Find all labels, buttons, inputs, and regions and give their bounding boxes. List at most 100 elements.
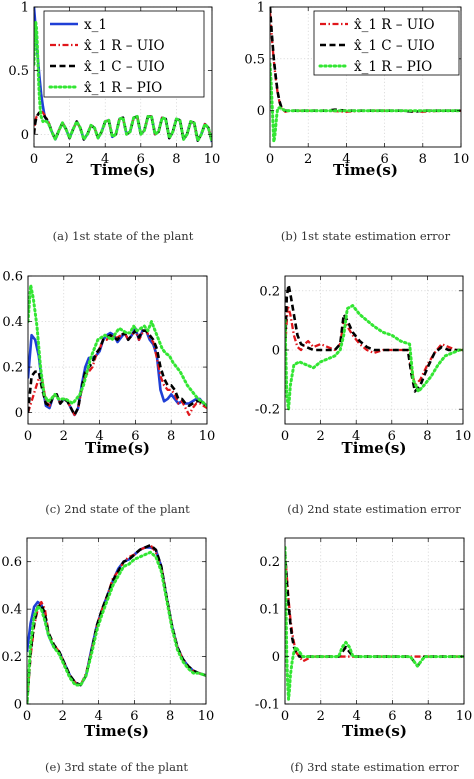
y-tick-label: 0.2 — [1, 650, 22, 665]
x-tick-label: 6 — [137, 152, 145, 167]
x-tick-label: 2 — [60, 429, 68, 444]
x-tick-label: 6 — [380, 152, 388, 167]
x-tick-label: 2 — [317, 709, 325, 724]
legend-label: x̂_1 R – UIO — [84, 38, 165, 54]
x-tick-label: 10 — [455, 429, 472, 444]
x-tick-label: 4 — [352, 709, 360, 724]
x-tick-label: 10 — [453, 152, 470, 167]
y-tick-label: 0 — [272, 650, 280, 665]
y-tick-label: 0.5 — [244, 52, 265, 67]
x-tick-label: 8 — [419, 152, 427, 167]
x-tick-label: 4 — [101, 152, 109, 167]
x-tick-label: 6 — [388, 429, 396, 444]
axes-frame — [284, 537, 465, 705]
subfigure-caption: (b) 1st state estimation error — [281, 229, 451, 243]
x-tick-label: 6 — [131, 429, 139, 444]
x-tick-label: 4 — [94, 709, 102, 724]
series-group — [28, 283, 207, 417]
legend-label: x̂_1 R – PIO — [354, 59, 432, 75]
y-tick-label: 1 — [257, 1, 265, 16]
legend-label: x̂_1 R – UIO — [354, 17, 435, 33]
legend-box — [43, 10, 205, 98]
subfigure-caption: (f) 3rd state estimation error — [290, 760, 459, 774]
series-line-green — [34, 20, 212, 144]
x-tick-label: 8 — [172, 152, 180, 167]
series-group — [285, 283, 463, 411]
series-line-green — [285, 545, 464, 701]
series-line-green — [27, 550, 206, 704]
x-tick-label: 4 — [342, 152, 350, 167]
series-line-red — [285, 304, 463, 387]
chart-panel-2: 0 2 4 6 8 10 0 0.2 0.4 0.6 Time(s) (c) 2nd state of… — [2, 270, 215, 517]
legend-label: x̂_1 C – UIO — [354, 38, 435, 54]
subfigure-caption: (c) 2nd state of the plant — [45, 502, 190, 516]
x-tick-label: 0 — [266, 152, 274, 167]
y-tick-label: 0.4 — [2, 315, 23, 330]
y-tick-label: 0.2 — [2, 361, 23, 376]
series-line-red — [27, 543, 206, 704]
y-tick-label: 0.1 — [259, 603, 280, 618]
subfigure-caption: (a) 1st state of the plant — [53, 229, 194, 243]
axes-frame — [27, 275, 208, 425]
series-group — [27, 543, 206, 704]
y-tick-label: 0.4 — [1, 603, 22, 618]
axes-frame — [33, 6, 213, 148]
x-tick-label: 10 — [198, 709, 215, 724]
subfigure-caption: (e) 3rd state of the plant — [45, 760, 188, 774]
legend-label: x̂_1 C – UIO — [84, 59, 165, 75]
y-tick-label: -0.1 — [255, 698, 280, 713]
x-axis-label: Time(s) — [84, 722, 149, 740]
legend-box — [313, 10, 460, 76]
y-tick-label: 1 — [21, 1, 29, 16]
x-tick-label: 10 — [456, 709, 473, 724]
y-tick-label: 0 — [15, 406, 23, 421]
y-tick-label: 0.2 — [259, 284, 280, 299]
chart-panel-0: 0 2 4 6 8 10 0 0.5 1 Time(s) (a) 1st state of the … — [8, 1, 220, 244]
series-line-blue — [27, 546, 206, 687]
series-line-green — [28, 283, 207, 408]
series-group — [270, 7, 461, 144]
x-tick-label: 0 — [281, 429, 289, 444]
series-line-black — [27, 543, 206, 704]
y-tick-label: 0.6 — [1, 555, 22, 570]
x-tick-label: 2 — [65, 152, 73, 167]
x-tick-label: 6 — [130, 709, 138, 724]
y-tick-label: 0 — [14, 698, 22, 713]
series-group — [34, 7, 212, 144]
axes-frame — [26, 537, 207, 705]
x-tick-label: 0 — [23, 709, 31, 724]
chart-panel-4: 0 2 4 6 8 10 0 0.2 0.4 0.6 Time(s) (e) 3rd state of… — [1, 537, 215, 774]
series-line-green — [270, 62, 461, 144]
x-tick-label: 8 — [423, 429, 431, 444]
x-tick-label: 2 — [316, 429, 324, 444]
x-tick-label: 6 — [388, 709, 396, 724]
y-tick-label: 0.2 — [259, 555, 280, 570]
chart-panel-1: 0 2 4 6 8 10 0 0.5 1 Time(s) (b) 1st state estimat… — [244, 1, 469, 244]
x-tick-label: 0 — [24, 429, 32, 444]
x-tick-label: 0 — [281, 709, 289, 724]
x-tick-label: 8 — [424, 709, 432, 724]
y-tick-label: 0 — [257, 104, 265, 119]
x-tick-label: 10 — [204, 152, 221, 167]
y-tick-label: 0 — [21, 128, 29, 143]
x-tick-label: 0 — [30, 152, 38, 167]
x-axis-label: Time(s) — [91, 161, 156, 179]
series-line-red — [285, 552, 464, 663]
series-group — [285, 545, 464, 701]
x-tick-label: 2 — [304, 152, 312, 167]
x-axis-label: Time(s) — [85, 439, 150, 457]
x-tick-label: 4 — [95, 429, 103, 444]
x-tick-label: 4 — [352, 429, 360, 444]
x-tick-label: 2 — [59, 709, 67, 724]
series-line-black — [285, 283, 463, 393]
y-tick-label: 0.6 — [2, 270, 23, 285]
x-axis-label: Time(s) — [333, 161, 398, 179]
y-tick-label: -0.2 — [255, 403, 280, 418]
legend: x̂_1 R – UIO x̂_1 C – UIO x̂_1 R – PIO — [313, 10, 460, 76]
subfigure-caption: (d) 2nd state estimation error — [287, 502, 461, 516]
legend: x_1 x̂_1 R – UIO x̂_1 C – UIO x̂_1 R – PIO — [43, 10, 205, 98]
y-tick-label: 0 — [272, 344, 280, 359]
